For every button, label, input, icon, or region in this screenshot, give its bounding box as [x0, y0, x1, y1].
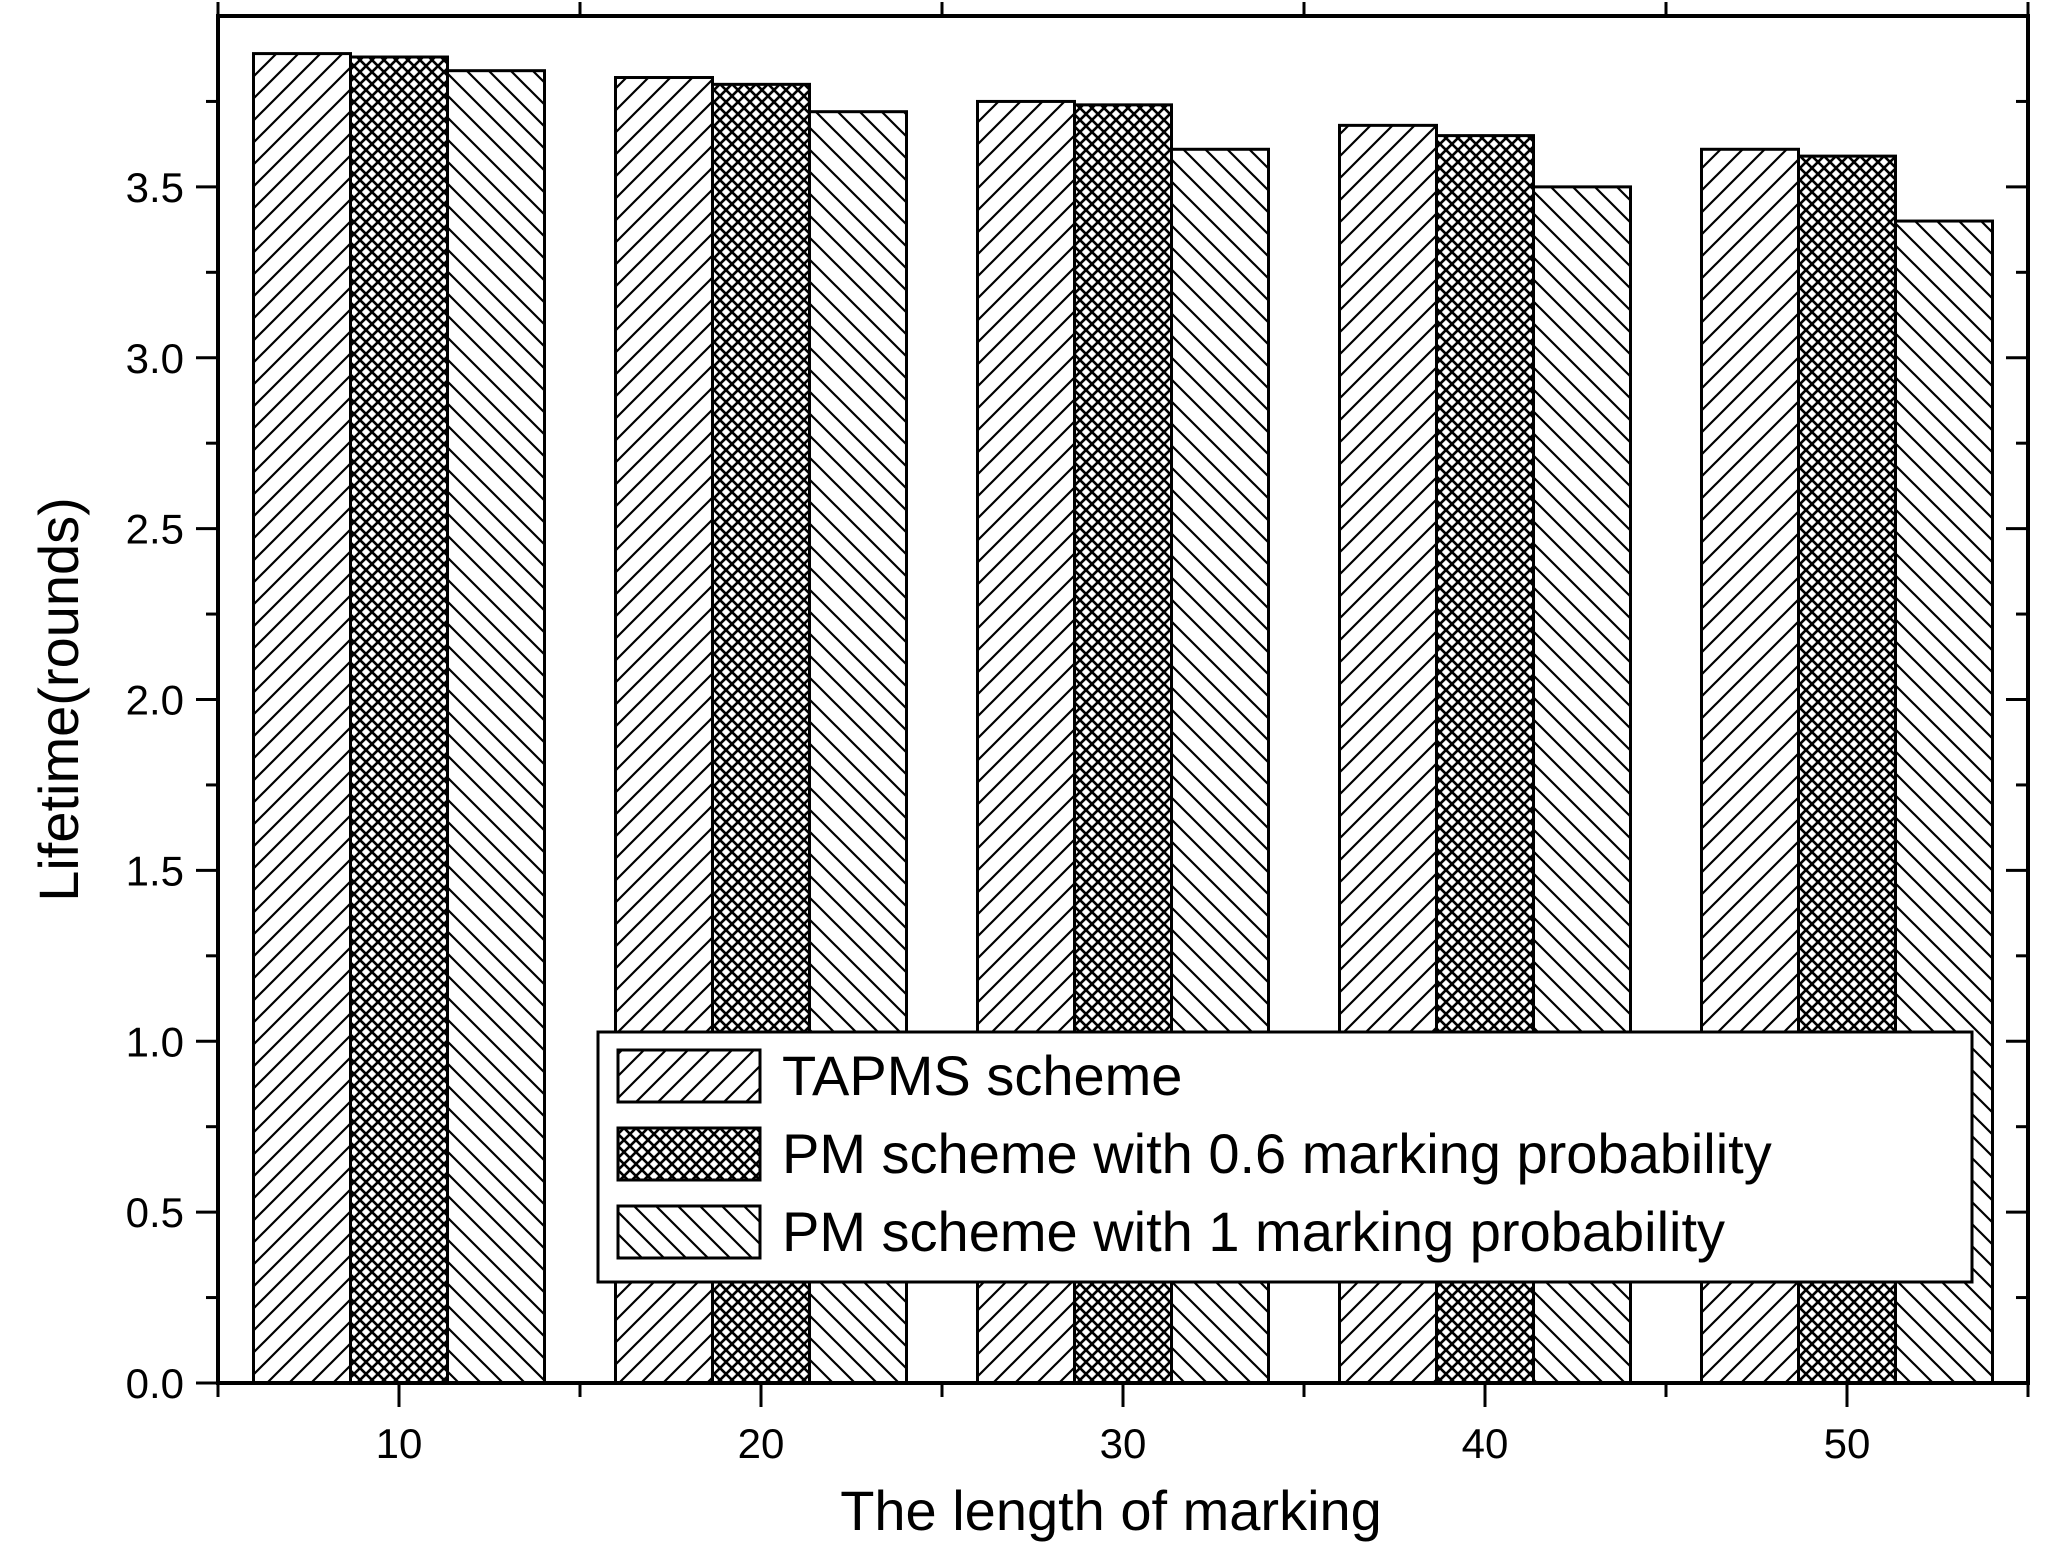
bar-10-series-2 [349, 55, 449, 1385]
y-tick-label: 0.0 [126, 1360, 184, 1407]
bar-10-series-1 [252, 52, 352, 1385]
y-tick-label: 3.5 [126, 164, 184, 211]
y-tick-label: 0.5 [126, 1189, 184, 1236]
legend-label-3: PM scheme with 1 marking probability [782, 1200, 1725, 1263]
y-tick-label: 2.5 [126, 506, 184, 553]
legend-swatch-2 [616, 1126, 762, 1182]
y-tick-label: 3.0 [126, 335, 184, 382]
bar-10-series-3 [446, 69, 546, 1385]
legend-label-1: TAPMS scheme [782, 1044, 1182, 1107]
y-tick-label: 1.0 [126, 1018, 184, 1065]
y-tick-label: 1.5 [126, 847, 184, 894]
legend-label-2: PM scheme with 0.6 marking probability [782, 1122, 1772, 1185]
x-tick-label: 50 [1824, 1420, 1871, 1467]
legend: TAPMS scheme PM scheme with 0.6 marking p… [596, 1030, 1974, 1284]
x-axis-title: The length of marking [840, 1479, 1382, 1542]
legend-box [596, 1030, 1974, 1284]
legend-swatch-1 [616, 1048, 762, 1104]
x-tick-label: 40 [1462, 1420, 1509, 1467]
y-axis-title: Lifetime(rounds) [27, 497, 90, 902]
x-tick-label: 10 [376, 1420, 423, 1467]
x-tick-label: 30 [1100, 1420, 1147, 1467]
legend-swatch-3 [616, 1204, 762, 1260]
y-tick-label: 2.0 [126, 677, 184, 724]
x-tick-label: 20 [738, 1420, 785, 1467]
